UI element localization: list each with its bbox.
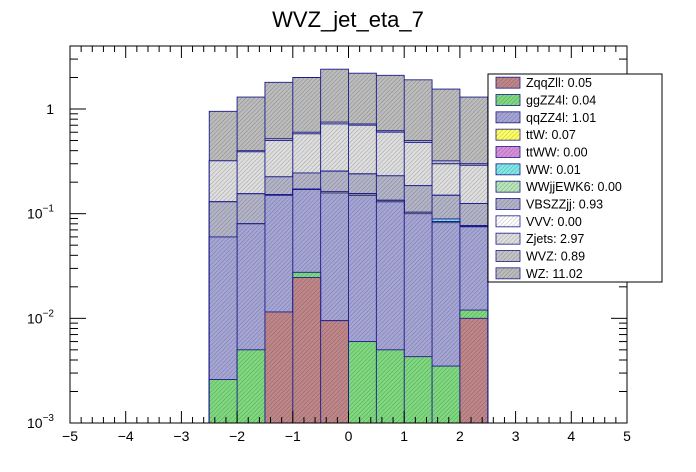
bar-hatch [237,349,265,423]
legend-swatch-hatch [496,267,520,279]
bar-hatch [209,379,238,423]
legend-entry-wvz: WVZ: 0.89 [495,250,585,264]
legend-entry-ggzz4l: ggZZ4l: 0.04 [495,94,596,108]
bar-hatch [432,366,460,423]
x-tick-label: 5 [623,428,631,444]
legend-entry-ttww: ttWW: 0.00 [495,146,588,160]
legend-label: ttW: 0.07 [526,128,576,142]
y-tick-label: 10−3 [27,413,54,431]
x-tick-label: −5 [62,428,78,444]
x-tick-label: −2 [229,428,245,444]
y-tick-exponent: −2 [43,308,55,319]
outline-wz [208,68,489,423]
outline-zjets [208,123,489,423]
legend: ZqqZll: 0.05 ggZZ4l: 0.04 qqZZ4l: 1.01 ttW:… [487,73,663,283]
legend-label: ttWW: 0.00 [526,146,588,160]
legend-swatch-hatch [496,233,520,245]
x-tick-label: 4 [567,428,575,444]
legend-entry-vbszzjj: VBSZZjj: 0.93 [495,198,603,212]
legend-swatch-hatch [496,181,520,193]
x-tick-label: 0 [345,428,353,444]
legend-label: WW: 0.01 [526,163,581,177]
legend-entry-zqqzll: ZqqZll: 0.05 [495,76,592,90]
legend-label: VVV: 0.00 [526,215,582,229]
legend-entry-wwjjewk6: WWjjEWK6: 0.00 [495,180,622,194]
bar-hatch [376,349,405,423]
legend-box [487,73,663,283]
outline-vbszzjj [208,170,489,423]
outline-qqzz4l [208,189,489,423]
x-tick-label: −4 [118,428,134,444]
chart-title: WVZ_jet_eta_7 [272,7,424,32]
x-tick-label: −3 [173,428,189,444]
x-tick-label: 3 [512,428,520,444]
bar-hatch [292,277,321,423]
legend-entry-vvv: VVV: 0.00 [495,215,582,229]
series-zqqzll [264,277,489,423]
bar-hatch [459,318,488,423]
legend-entry-zjets: Zjets: 2.97 [495,232,584,246]
y-tick-label: 10−2 [27,308,54,326]
legend-swatch-hatch [496,250,520,262]
y-tick-label: 1 [46,101,54,117]
bar-hatch [348,341,377,423]
legend-entry-ttw: ttW: 0.07 [495,128,576,142]
legend-swatch-hatch [496,198,520,210]
bar-hatch [404,356,433,423]
legend-swatch-hatch [496,94,520,106]
axes: −5 −4 −3 −2 −1 0 1 2 3 4 5 10−3 10−2 10−1 1 [27,45,631,444]
outline-zqqzll [264,277,489,423]
x-tick-label: −1 [285,428,301,444]
legend-label: WWjjEWK6: 0.00 [526,180,622,194]
legend-label: VBSZZjj: 0.93 [526,198,603,212]
legend-swatch-hatch [496,215,520,227]
y-tick-exponent: −1 [43,204,55,215]
legend-label: WZ: 11.02 [526,267,583,281]
bar-hatch [320,320,349,423]
legend-entry-qqzz4l: qqZZ4l: 1.01 [495,111,596,125]
legend-swatch-hatch [496,146,520,158]
legend-entry-ww: WW: 0.01 [495,163,581,177]
legend-swatch-hatch [496,163,520,175]
y-tick-exponent: −3 [43,413,55,424]
x-tick-label: 1 [400,428,408,444]
bar-hatch [264,311,293,423]
legend-label: ggZZ4l: 0.04 [526,94,596,108]
legend-label: ZqqZll: 0.05 [526,76,592,90]
legend-label: Zjets: 2.97 [526,232,584,246]
stacked-bars [208,68,489,424]
legend-entry-wz: WZ: 11.02 [495,267,583,281]
legend-label: WVZ: 0.89 [526,250,585,264]
legend-swatch-hatch [496,77,520,89]
x-tick-label: 2 [456,428,464,444]
legend-label: qqZZ4l: 1.01 [526,111,596,125]
y-tick-label: 10−1 [27,204,54,222]
legend-swatch-hatch [496,129,520,141]
legend-swatch-hatch [496,111,520,123]
